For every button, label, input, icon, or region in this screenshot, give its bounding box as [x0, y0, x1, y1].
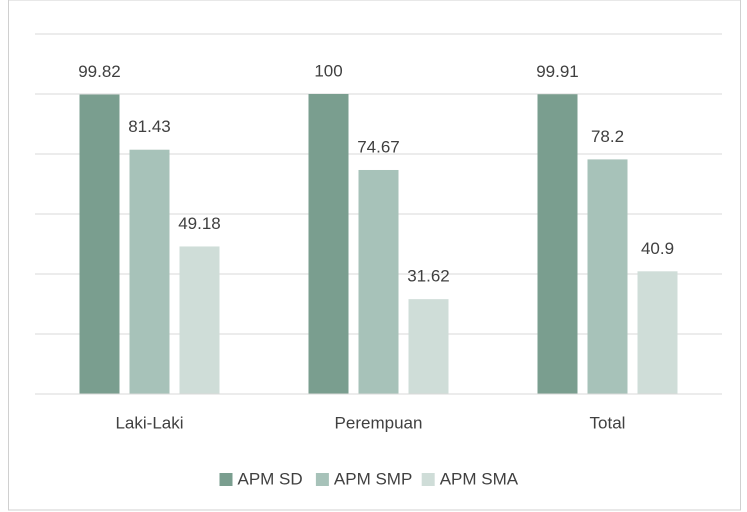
- data-label: 49.18: [178, 214, 221, 233]
- legend-label: APM SMP: [334, 469, 412, 488]
- bar: [537, 94, 578, 395]
- x-tick-label: Laki-Laki: [115, 413, 183, 432]
- data-label: 99.82: [78, 62, 121, 81]
- data-label: 100: [314, 61, 342, 80]
- bar: [308, 94, 349, 394]
- bar: [637, 271, 678, 394]
- legend-swatch: [219, 473, 233, 486]
- legend-label: APM SMA: [440, 469, 519, 488]
- legend-swatch: [421, 473, 435, 486]
- data-label: 31.62: [407, 267, 450, 286]
- bar: [79, 94, 120, 394]
- bar: [408, 299, 449, 394]
- legend-swatch: [315, 473, 329, 486]
- data-label: 40.9: [641, 239, 674, 258]
- bar: [587, 159, 628, 394]
- data-label: 78.2: [591, 127, 624, 146]
- bar: [179, 246, 220, 394]
- x-tick-label: Total: [590, 413, 626, 432]
- data-label: 74.67: [357, 137, 400, 156]
- bar: [358, 169, 399, 394]
- bar: [129, 149, 170, 394]
- x-tick-label: Perempuan: [335, 413, 423, 432]
- legend-label: APM SD: [238, 469, 303, 488]
- data-label: 99.91: [536, 62, 579, 81]
- data-label: 81.43: [128, 117, 171, 136]
